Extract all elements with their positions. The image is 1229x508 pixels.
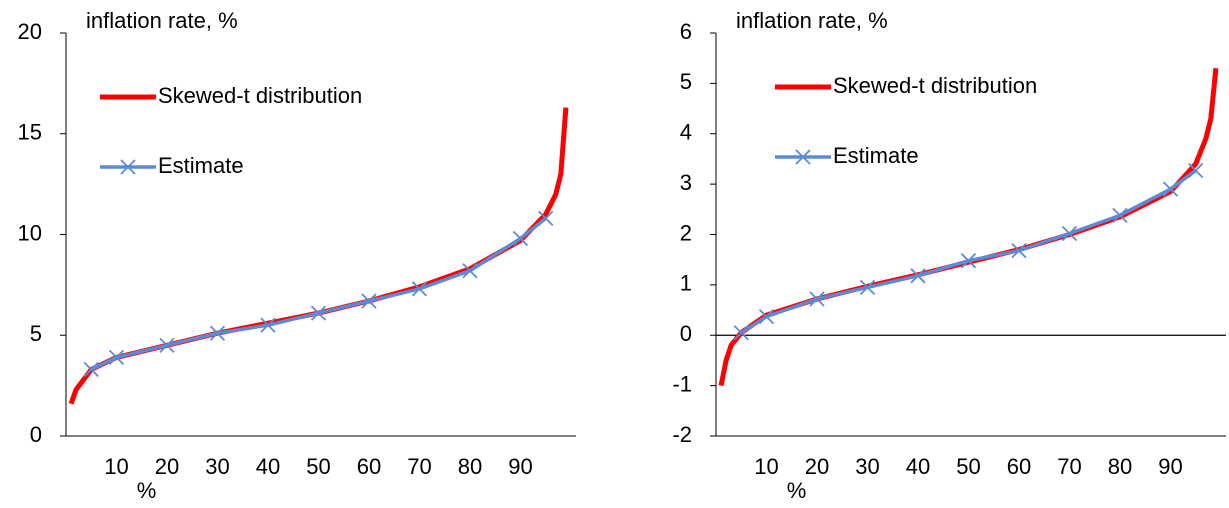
y-tick-label: 2: [680, 220, 692, 245]
x-tick-label: 80: [458, 454, 482, 479]
x-tick-label: 60: [357, 454, 381, 479]
marker: [411, 281, 428, 297]
legend-marker: [795, 149, 811, 165]
marker: [910, 268, 926, 284]
x-tick-label: 40: [256, 454, 280, 479]
x-tick-label: 70: [1057, 454, 1081, 479]
legend-label: Estimate: [158, 153, 244, 178]
x-tick-label: 60: [1007, 454, 1031, 479]
x-tick-label: 30: [205, 454, 229, 479]
marker: [1061, 225, 1078, 242]
legend-label: Estimate: [833, 143, 919, 168]
marker: [733, 325, 749, 341]
marker: [1162, 181, 1179, 197]
x-tick-label: 80: [1108, 454, 1132, 479]
legend-marker: [120, 159, 136, 175]
y-axis-label: inflation rate, %: [86, 8, 238, 33]
legend-label: Skewed-t distribution: [833, 73, 1037, 98]
marker: [1188, 162, 1204, 179]
y-tick-label: 10: [18, 220, 42, 245]
marker: [1112, 207, 1128, 223]
marker: [758, 308, 775, 325]
legend-label: Skewed-t distribution: [158, 83, 362, 108]
marker: [310, 305, 327, 321]
x-tick-label: 50: [306, 454, 330, 479]
y-tick-label: -2: [672, 422, 692, 447]
x-axis-label: %: [787, 478, 807, 503]
y-tick-label: 0: [30, 422, 42, 447]
y-tick-label: 15: [18, 120, 42, 145]
marker: [512, 230, 529, 247]
x-tick-label: 90: [508, 454, 532, 479]
series-line: [718, 68, 1219, 387]
x-tick-label: 10: [104, 454, 128, 479]
x-tick-label: 20: [805, 454, 829, 479]
marker: [209, 325, 226, 341]
x-tick-label: 70: [407, 454, 431, 479]
marker: [1011, 242, 1027, 259]
marker: [462, 263, 478, 279]
y-axis-label: inflation rate, %: [736, 8, 888, 33]
x-tick-label: 40: [906, 454, 930, 479]
marker: [538, 210, 554, 227]
y-tick-label: 0: [680, 321, 692, 346]
marker: [361, 293, 377, 309]
y-tick-label: 5: [680, 69, 692, 94]
x-tick-label: 90: [1158, 454, 1182, 479]
y-tick-label: -1: [672, 371, 692, 396]
x-tick-label: 10: [754, 454, 778, 479]
y-tick-label: 6: [680, 19, 692, 44]
x-tick-label: 20: [155, 454, 179, 479]
marker: [83, 361, 99, 378]
series-line: [90, 217, 547, 372]
marker: [809, 291, 825, 307]
marker: [859, 279, 876, 296]
y-tick-label: 1: [680, 271, 692, 296]
y-tick-label: 20: [18, 19, 42, 44]
marker: [960, 253, 977, 269]
y-tick-label: 3: [680, 170, 692, 195]
marker: [108, 349, 125, 366]
y-tick-label: 4: [680, 120, 692, 145]
x-tick-label: 50: [956, 454, 980, 479]
series-line: [740, 169, 1197, 335]
y-tick-label: 5: [30, 321, 42, 346]
x-tick-label: 30: [855, 454, 879, 479]
x-axis-label: %: [137, 478, 157, 503]
marker: [159, 337, 175, 353]
marker: [260, 317, 276, 333]
